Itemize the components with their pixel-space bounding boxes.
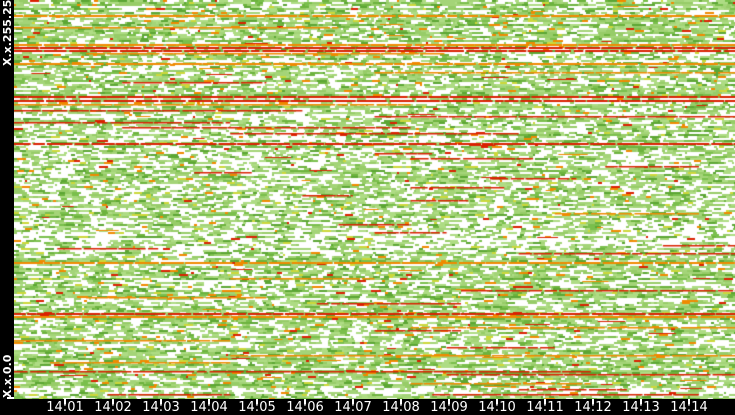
y-axis-bottom-label: X.x.0.0 — [1, 354, 14, 398]
x-axis-tick — [448, 399, 450, 404]
x-axis-tick — [352, 399, 354, 404]
x-axis-tick-label: 14:11 — [526, 400, 564, 415]
x-axis-tick-label: 14:07 — [334, 400, 372, 415]
heatmap-canvas — [14, 0, 735, 399]
x-axis-tick — [256, 399, 258, 404]
x-axis-tick-label: 14:08 — [382, 400, 420, 415]
x-axis-tick — [640, 399, 642, 404]
x-axis-tick-label: 14:13 — [622, 400, 660, 415]
x-axis-tick-label: 14:12 — [574, 400, 612, 415]
x-axis-tick-label: 14:14 — [670, 400, 708, 415]
x-axis-tick-label: 14:05 — [238, 400, 276, 415]
x-axis-tick — [400, 399, 402, 404]
x-axis-tick — [112, 399, 114, 404]
y-axis-top-label: X.x.255.255 — [1, 0, 14, 66]
x-axis-tick-label: 14:10 — [478, 400, 516, 415]
x-axis-tick — [208, 399, 210, 404]
x-axis-tick — [304, 399, 306, 404]
x-axis-tick — [64, 399, 66, 404]
x-axis-tick — [544, 399, 546, 404]
x-axis-tick-label: 14:03 — [142, 400, 180, 415]
x-axis-tick-label: 14:09 — [430, 400, 468, 415]
x-axis-tick — [688, 399, 690, 404]
x-axis-tick-label: 14:06 — [286, 400, 324, 415]
x-axis-tick-label: 14:04 — [190, 400, 228, 415]
x-axis-tick — [496, 399, 498, 404]
y-axis: X.x.255.255 X.x.0.0 — [0, 0, 14, 415]
y-axis-corner-tick — [7, 397, 14, 399]
x-axis-tick — [592, 399, 594, 404]
x-axis: 14:01 14:02 14:03 14:04 14:05 14:06 14:07 14:08… — [0, 399, 735, 415]
x-axis-tick-label: 14:01 — [46, 400, 84, 415]
x-axis-tick — [160, 399, 162, 404]
x-axis-tick-label: 14:02 — [94, 400, 132, 415]
